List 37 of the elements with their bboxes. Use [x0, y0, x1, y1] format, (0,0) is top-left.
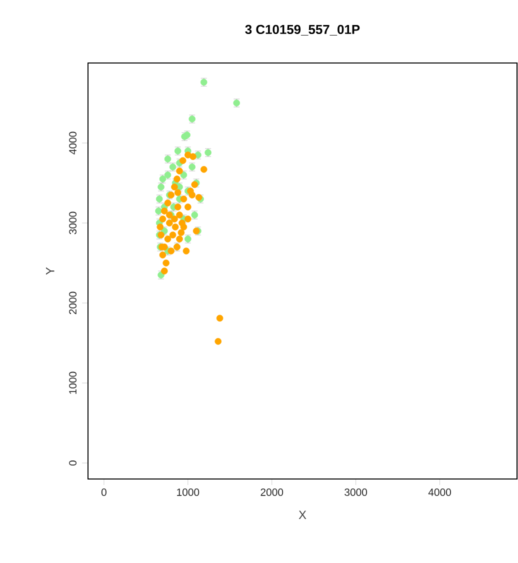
point: [174, 189, 182, 196]
point: [182, 248, 190, 254]
point: [161, 208, 168, 214]
point: [166, 220, 173, 226]
point: [171, 184, 178, 190]
chart-title: 3 C10159_557_01P: [245, 24, 360, 36]
point: [172, 224, 179, 230]
x-tick-label: 2000: [260, 488, 284, 496]
x-axis-title: X: [298, 510, 306, 519]
x-tick-label: 1000: [177, 488, 200, 496]
point: [179, 157, 186, 164]
point: [164, 236, 172, 242]
point: [176, 212, 183, 218]
point: [216, 314, 224, 322]
x-tick-label: 3000: [344, 488, 368, 496]
point: [184, 152, 192, 158]
point: [168, 248, 175, 254]
y-tick-label: 4000: [69, 132, 76, 154]
point: [200, 166, 208, 173]
point: [162, 260, 170, 266]
point: [169, 232, 176, 238]
point: [184, 204, 192, 210]
y-tick-label: 1000: [69, 372, 76, 394]
point: [214, 338, 222, 345]
y-tick-label: 3000: [69, 212, 76, 234]
x-tick-label: 0: [101, 488, 106, 496]
y-tick-label: 0: [69, 460, 76, 466]
point: [178, 229, 185, 236]
y-axis-title: Y: [46, 267, 54, 275]
point: [180, 196, 188, 202]
point: [178, 220, 186, 226]
point: [176, 236, 183, 242]
x-tick-label: 4000: [428, 488, 451, 496]
y-tick-label: 2000: [69, 292, 76, 314]
point: [159, 216, 166, 222]
point: [184, 216, 192, 222]
point: [187, 188, 194, 194]
